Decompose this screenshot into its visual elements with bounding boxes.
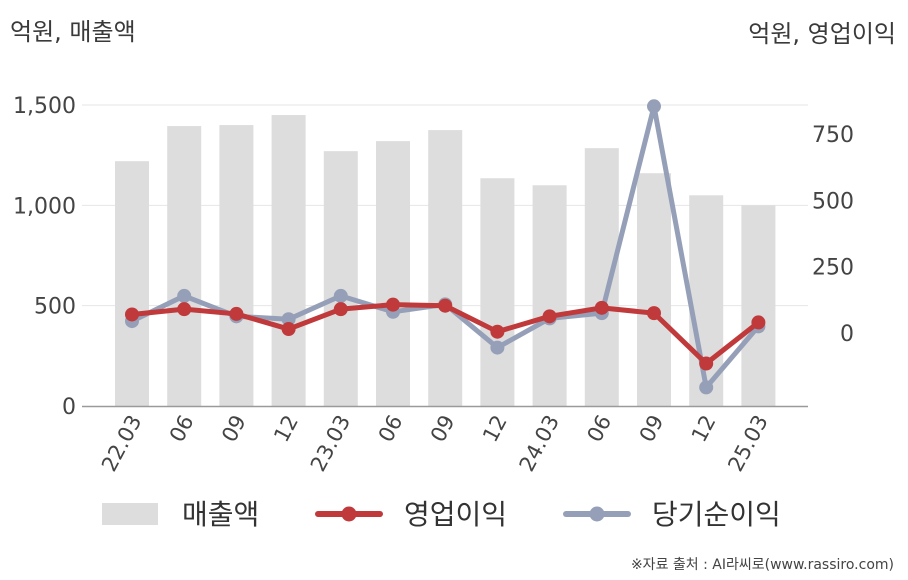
x-tick-label: 06 bbox=[582, 411, 616, 446]
series-point bbox=[177, 288, 192, 303]
series-point bbox=[333, 302, 348, 317]
bar bbox=[637, 173, 671, 406]
series-point bbox=[177, 302, 192, 317]
series-point bbox=[490, 324, 505, 339]
x-tick-label: 12 bbox=[478, 411, 512, 446]
x-tick-label: 25.03 bbox=[723, 411, 772, 475]
series-point bbox=[386, 297, 400, 312]
left-axis-unit: 억원, 매출액 bbox=[10, 18, 136, 46]
legend-label: 영업이익 bbox=[404, 498, 507, 531]
x-tick-label: 09 bbox=[217, 411, 251, 446]
bar bbox=[532, 185, 567, 406]
x-tick-label: 22.03 bbox=[97, 411, 146, 475]
x-tick-label: 09 bbox=[426, 411, 460, 446]
x-tick-label: 12 bbox=[269, 411, 303, 446]
left-tick-label: 1,500 bbox=[13, 94, 76, 119]
right-tick-label: 750 bbox=[812, 123, 854, 148]
legend: 매출액 영업이익 당기순이익 bbox=[102, 498, 781, 531]
right-axis-unit: 억원, 영업이익 bbox=[748, 20, 896, 48]
bar bbox=[584, 148, 619, 407]
bar bbox=[167, 126, 202, 406]
bar bbox=[323, 151, 358, 406]
series-point bbox=[125, 307, 139, 322]
series-point bbox=[751, 315, 766, 330]
legend-marker bbox=[341, 506, 357, 522]
series-point bbox=[229, 306, 244, 321]
bar bbox=[376, 141, 410, 406]
left-tick-label: 500 bbox=[34, 295, 76, 320]
series-point bbox=[699, 356, 714, 371]
x-tick-label: 24.03 bbox=[515, 411, 564, 475]
bar bbox=[219, 125, 254, 407]
source-credit: ※자료 출처 : AI라씨로(www.rassiro.com) bbox=[630, 557, 894, 573]
series-point bbox=[647, 306, 661, 321]
series-point bbox=[281, 312, 296, 327]
bar bbox=[428, 130, 463, 407]
series-point bbox=[438, 298, 453, 313]
series-point bbox=[333, 288, 348, 303]
right-tick-label: 250 bbox=[812, 256, 854, 281]
bar bbox=[480, 178, 515, 406]
left-tick-label: 1,000 bbox=[13, 194, 76, 219]
x-tick-label: 06 bbox=[374, 411, 408, 446]
legend-label: 당기순이익 bbox=[652, 498, 781, 531]
series-point bbox=[542, 309, 557, 324]
series-point bbox=[594, 300, 609, 315]
left-tick-label: 0 bbox=[62, 395, 76, 420]
series-point bbox=[647, 99, 661, 114]
bar bbox=[115, 161, 149, 406]
legend-swatch bbox=[102, 503, 158, 525]
legend-label: 매출액 bbox=[182, 498, 259, 531]
bar bbox=[271, 115, 306, 407]
series-point bbox=[699, 380, 714, 395]
bar bbox=[741, 205, 776, 406]
x-tick-label: 06 bbox=[165, 411, 199, 446]
right-tick-label: 0 bbox=[840, 322, 854, 347]
x-tick-label: 12 bbox=[687, 411, 721, 446]
x-tick-label: 23.03 bbox=[306, 411, 355, 475]
legend-marker bbox=[589, 506, 605, 522]
right-tick-label: 500 bbox=[812, 189, 854, 214]
x-tick-label: 09 bbox=[635, 411, 669, 446]
series-point bbox=[281, 322, 296, 337]
series-point bbox=[490, 340, 505, 355]
